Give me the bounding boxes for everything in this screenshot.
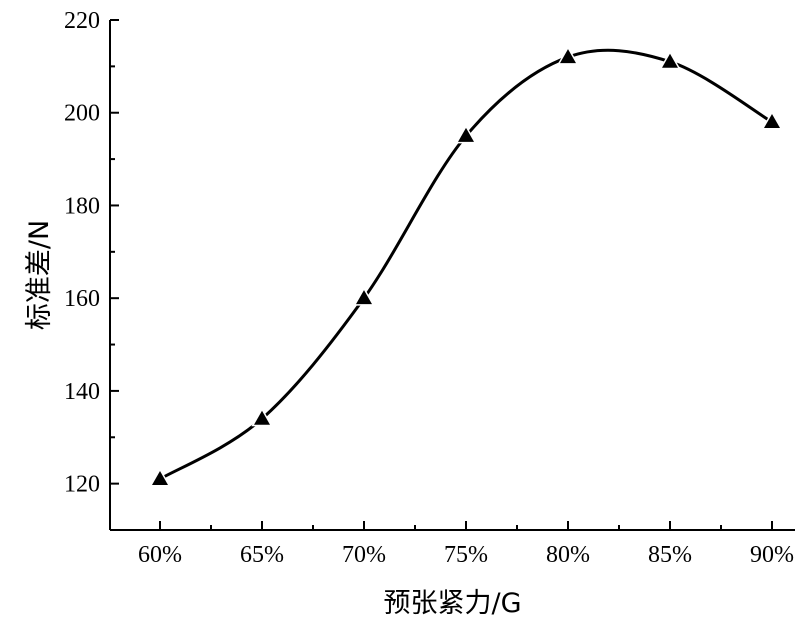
data-point-marker [659,50,681,70]
data-point-marker [149,467,171,487]
y-axis-title: 标准差/N [24,220,55,330]
y-tick-label: 140 [64,379,100,405]
x-tick-label: 75% [444,542,488,568]
data-point-marker [251,407,273,427]
x-axis-title: 预张紧力/G [383,588,521,619]
label-layer: 120 140 160 180 200 220 60% 65% 70% 75% 80% 85% 90% [64,8,794,568]
data-point-marker [455,124,477,144]
y-tick-label: 180 [64,193,100,219]
y-tick-label: 160 [64,286,100,312]
x-tick-label: 65% [240,542,284,568]
y-tick-label: 200 [64,101,100,127]
marker-layer [149,46,783,487]
x-tick-label: 70% [342,542,386,568]
data-point-marker [353,287,375,306]
x-tick-label: 90% [750,542,794,568]
x-tick-label: 80% [546,542,590,568]
x-tick-label: 60% [138,542,182,568]
axes [109,19,795,531]
y-tick-label: 220 [64,8,100,34]
y-tick-label: 120 [64,472,100,498]
x-tick-label: 85% [648,542,692,568]
data-point-marker [557,46,579,65]
series-line [159,48,773,481]
data-point-marker [761,110,783,130]
curve-layer [159,48,773,481]
